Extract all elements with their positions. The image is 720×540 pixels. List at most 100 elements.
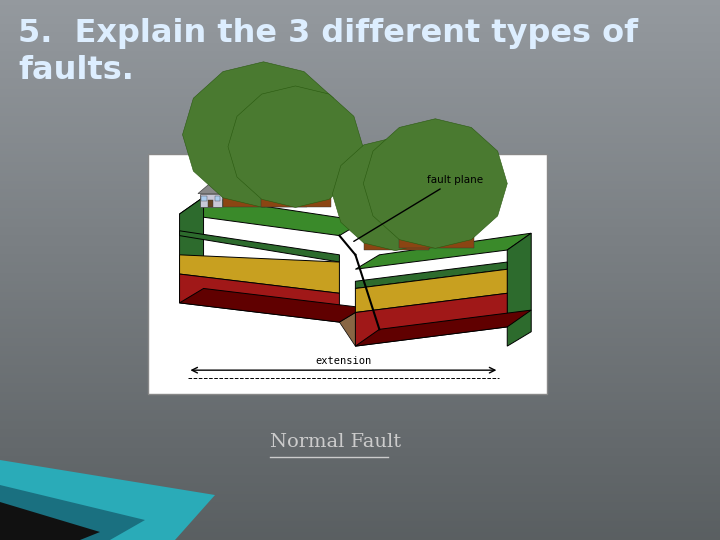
Bar <box>0 157 720 159</box>
Bar <box>0 89 720 92</box>
Polygon shape <box>0 502 100 540</box>
Bar <box>0 354 720 356</box>
Bar <box>0 105 720 108</box>
Bar <box>0 294 720 297</box>
Bar <box>0 262 720 265</box>
Bar <box>364 194 429 250</box>
Bar <box>0 221 720 224</box>
Bar <box>0 373 720 375</box>
Bar <box>0 494 720 497</box>
Bar <box>0 305 720 308</box>
Polygon shape <box>179 231 339 262</box>
Bar <box>0 154 720 157</box>
Bar <box>0 340 720 343</box>
Bar <box>0 14 720 16</box>
Bar <box>0 119 720 122</box>
Polygon shape <box>356 262 507 288</box>
Bar <box>0 132 720 135</box>
Bar <box>0 529 720 532</box>
Bar <box>0 346 720 348</box>
Text: Normal Fault: Normal Fault <box>270 433 401 451</box>
Bar <box>0 49 720 51</box>
Polygon shape <box>339 308 379 346</box>
Bar <box>0 381 720 383</box>
Polygon shape <box>356 233 531 269</box>
Bar <box>0 59 720 62</box>
Bar <box>0 470 720 472</box>
Bar <box>0 0 720 3</box>
Bar <box>0 251 720 254</box>
Bar <box>0 497 720 500</box>
Bar <box>0 413 720 416</box>
Bar <box>0 146 720 148</box>
Bar <box>0 421 720 424</box>
Bar <box>0 140 720 143</box>
Bar <box>0 8 720 11</box>
Bar <box>0 481 720 483</box>
Bar <box>0 246 720 248</box>
Bar <box>0 526 720 529</box>
Bar <box>0 186 720 189</box>
Bar <box>0 111 720 113</box>
Bar <box>0 537 720 540</box>
Bar <box>0 392 720 394</box>
Polygon shape <box>182 62 344 207</box>
Bar <box>0 389 720 392</box>
Bar <box>0 19 720 22</box>
Bar <box>0 167 720 170</box>
Bar <box>0 143 720 146</box>
Bar <box>0 510 720 513</box>
Bar <box>0 124 720 127</box>
Bar <box>0 319 720 321</box>
Bar <box>0 92 720 94</box>
Bar <box>0 178 720 181</box>
Polygon shape <box>0 485 145 540</box>
Bar <box>0 475 720 478</box>
Bar <box>0 108 720 111</box>
Bar <box>215 196 220 201</box>
Bar <box>0 410 720 413</box>
Bar <box>0 165 720 167</box>
Bar <box>0 284 720 286</box>
Bar <box>0 343 720 346</box>
Polygon shape <box>356 269 507 313</box>
Bar <box>0 46 720 49</box>
Bar <box>399 184 474 248</box>
Bar <box>0 313 720 316</box>
Bar <box>0 362 720 364</box>
Bar <box>0 30 720 32</box>
Bar <box>0 405 720 408</box>
Bar <box>0 292 720 294</box>
Bar <box>0 451 720 454</box>
Bar <box>0 100 720 103</box>
Bar <box>0 418 720 421</box>
Bar <box>0 427 720 429</box>
Bar <box>0 321 720 324</box>
Bar <box>199 193 222 207</box>
Bar <box>0 181 720 184</box>
Bar <box>0 35 720 38</box>
Bar <box>0 216 720 219</box>
Bar <box>0 235 720 238</box>
Bar <box>0 400 720 402</box>
Bar <box>0 267 720 270</box>
Bar <box>0 22 720 24</box>
Bar <box>0 332 720 335</box>
Polygon shape <box>179 197 364 235</box>
Bar <box>0 192 720 194</box>
Bar <box>0 486 720 489</box>
Bar <box>0 170 720 173</box>
Bar <box>0 467 720 470</box>
Bar <box>0 386 720 389</box>
Bar <box>0 148 720 151</box>
Bar <box>0 491 720 494</box>
Bar <box>0 513 720 516</box>
Bar <box>0 3 720 5</box>
Bar <box>0 130 720 132</box>
Bar <box>0 259 720 262</box>
Bar <box>0 535 720 537</box>
Bar <box>0 502 720 505</box>
Bar <box>0 348 720 351</box>
Bar <box>0 300 720 302</box>
Bar <box>0 202 720 205</box>
